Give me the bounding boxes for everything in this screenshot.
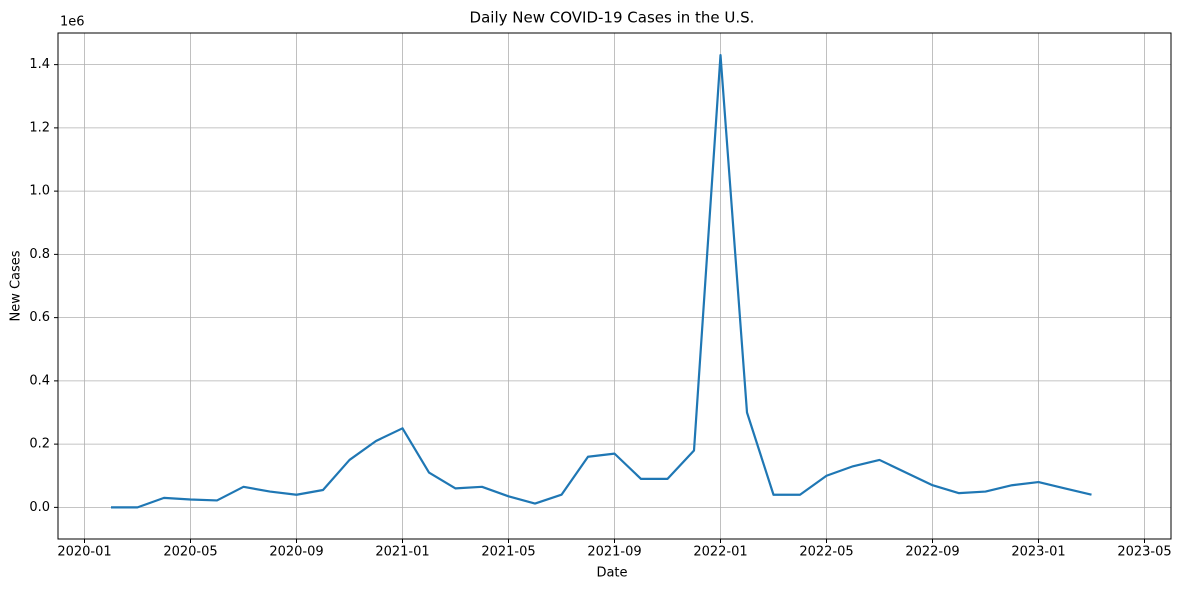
y-axis-label: New Cases [9, 250, 24, 321]
y-tick-label: 0.0 [29, 500, 50, 515]
y-tick-label: 0.8 [29, 247, 50, 262]
y-offset-label: 1e6 [60, 15, 85, 30]
x-tick-label: 2022-01 [693, 545, 747, 560]
y-tick-label: 1.4 [29, 57, 50, 72]
chart-title: Daily New COVID-19 Cases in the U.S. [470, 9, 755, 27]
y-tick-label: 0.4 [29, 373, 50, 388]
y-tick-label: 0.6 [29, 310, 50, 325]
x-tick-label: 2021-09 [587, 545, 641, 560]
x-tick-label: 2023-01 [1011, 545, 1065, 560]
data-line [111, 54, 1092, 509]
y-tick-label: 1.2 [29, 120, 50, 135]
x-tick-label: 2021-05 [481, 545, 535, 560]
plot-frame [57, 32, 1172, 540]
x-tick-label: 2022-05 [799, 545, 853, 560]
x-axis-label: Date [596, 566, 627, 581]
x-tick-label: 2023-05 [1117, 545, 1171, 560]
y-tick-label: 0.2 [29, 437, 50, 452]
x-tick-label: 2020-05 [163, 545, 217, 560]
y-tick-label: 1.0 [29, 184, 50, 199]
x-tick-label: 2022-09 [905, 545, 959, 560]
x-tick-label: 2020-09 [269, 545, 323, 560]
x-tick-label: 2021-01 [375, 545, 429, 560]
x-tick-label: 2020-01 [57, 545, 111, 560]
